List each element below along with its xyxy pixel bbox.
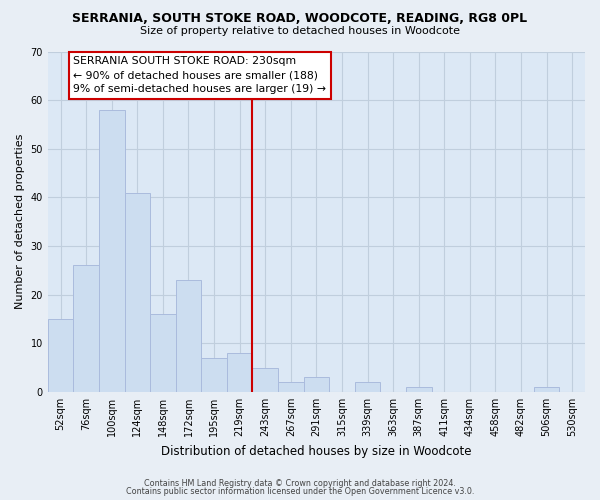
Bar — [99, 110, 125, 392]
Y-axis label: Number of detached properties: Number of detached properties — [15, 134, 25, 310]
Bar — [253, 368, 278, 392]
Text: Contains HM Land Registry data © Crown copyright and database right 2024.: Contains HM Land Registry data © Crown c… — [144, 478, 456, 488]
Text: Size of property relative to detached houses in Woodcote: Size of property relative to detached ho… — [140, 26, 460, 36]
Bar — [73, 266, 99, 392]
Bar — [201, 358, 227, 392]
Bar — [150, 314, 176, 392]
Text: Contains public sector information licensed under the Open Government Licence v3: Contains public sector information licen… — [126, 487, 474, 496]
Bar — [355, 382, 380, 392]
Bar — [406, 387, 431, 392]
Bar — [48, 319, 73, 392]
Bar — [227, 353, 253, 392]
X-axis label: Distribution of detached houses by size in Woodcote: Distribution of detached houses by size … — [161, 444, 472, 458]
Bar — [278, 382, 304, 392]
Bar — [125, 192, 150, 392]
Text: SERRANIA SOUTH STOKE ROAD: 230sqm
← 90% of detached houses are smaller (188)
9% : SERRANIA SOUTH STOKE ROAD: 230sqm ← 90% … — [73, 56, 326, 94]
Bar — [304, 378, 329, 392]
Bar — [176, 280, 201, 392]
Bar — [534, 387, 559, 392]
Text: SERRANIA, SOUTH STOKE ROAD, WOODCOTE, READING, RG8 0PL: SERRANIA, SOUTH STOKE ROAD, WOODCOTE, RE… — [73, 12, 527, 26]
